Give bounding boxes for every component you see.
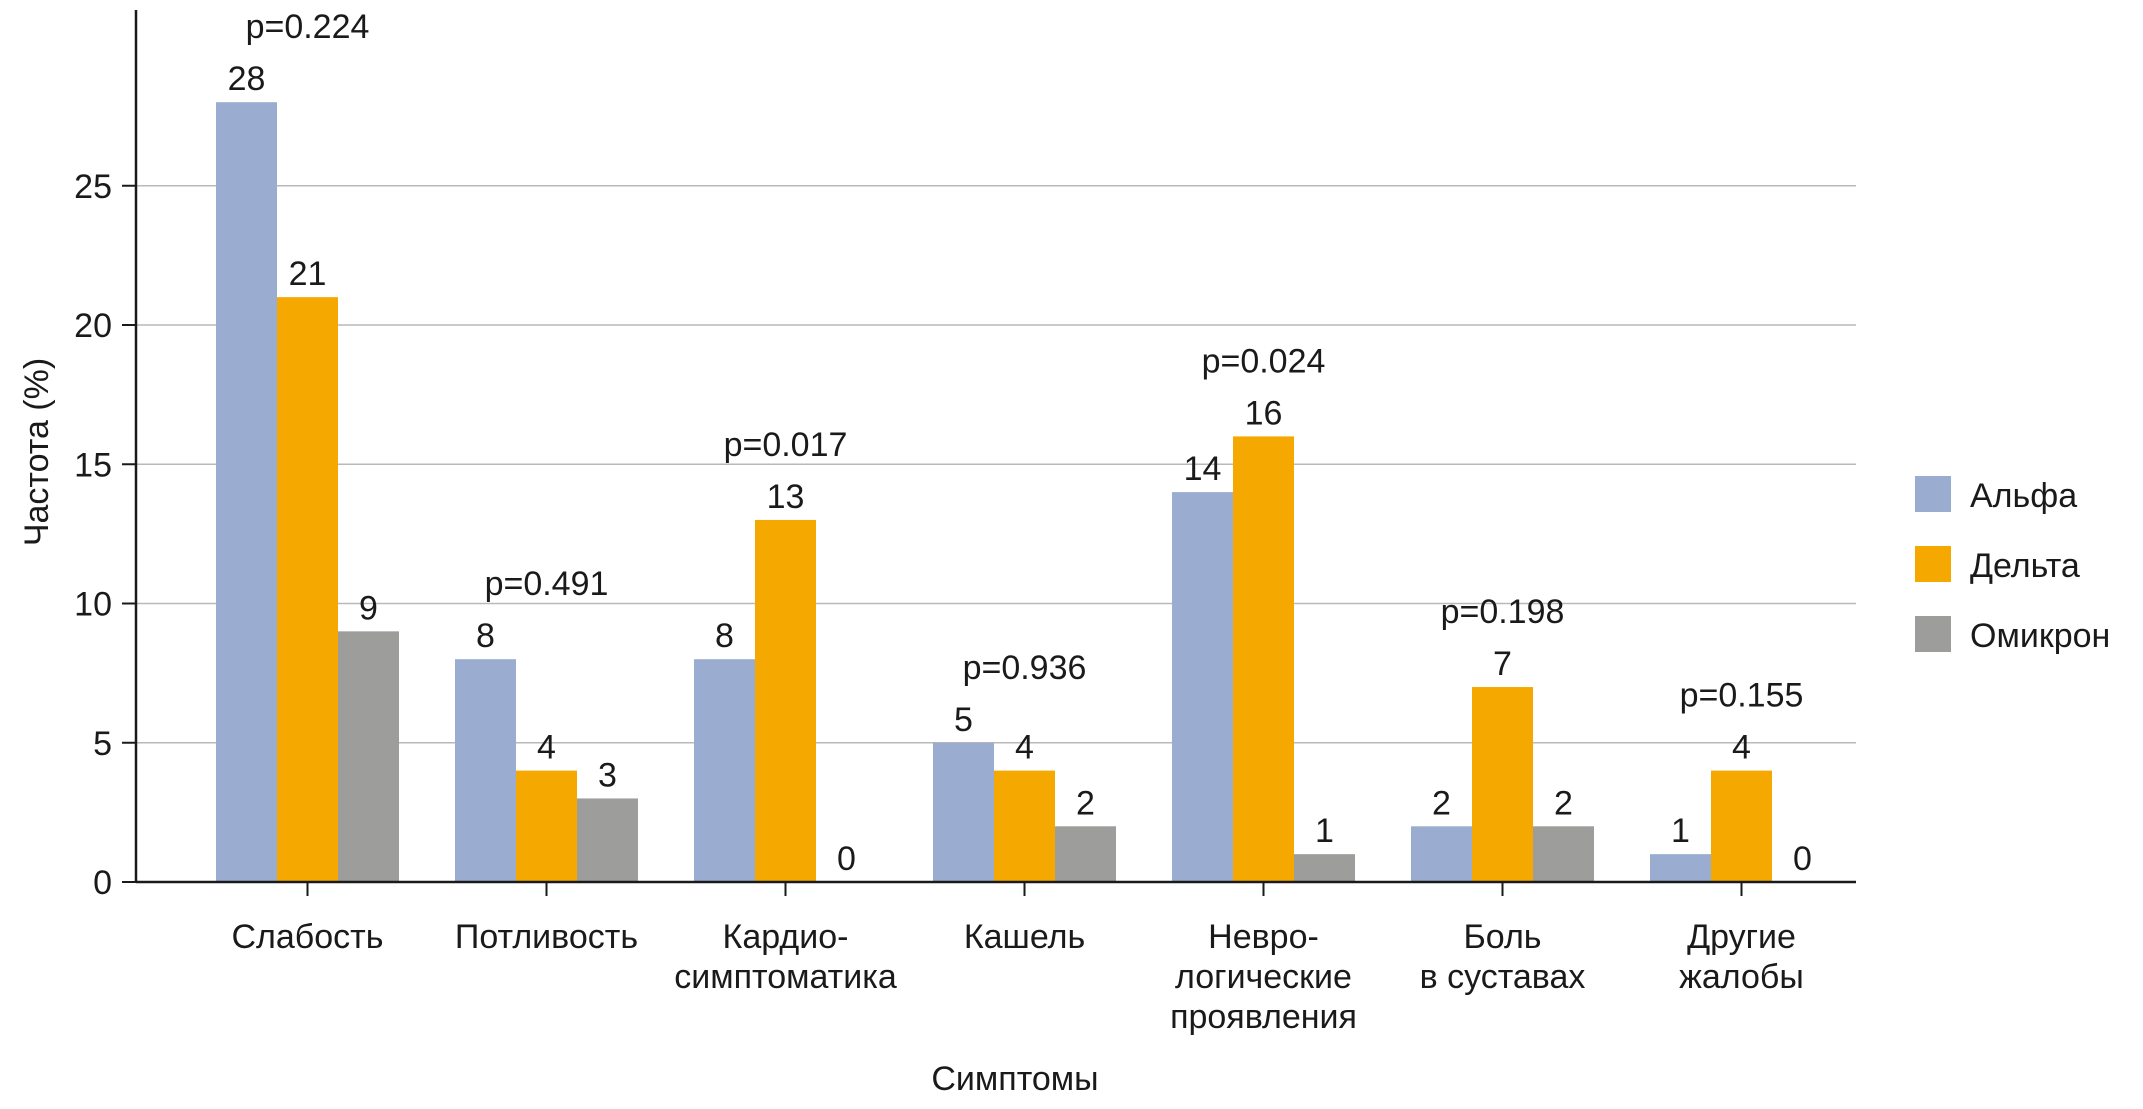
legend-label: Альфа — [1970, 477, 2077, 515]
labels-group: 28219p=0.224Слабость843p=0.491Потливость… — [228, 8, 1812, 1036]
value-label: 16 — [1245, 394, 1283, 432]
y-tick-label: 25 — [74, 168, 112, 206]
bar-Омикрон — [1294, 854, 1355, 882]
category-label: жалобы — [1679, 958, 1804, 996]
value-label: 8 — [715, 617, 734, 655]
p-value-label: p=0.017 — [724, 426, 848, 464]
value-label: 1 — [1315, 812, 1334, 850]
value-label: 8 — [476, 617, 495, 655]
bar-Омикрон — [338, 631, 399, 882]
bar-Омикрон — [1055, 826, 1116, 882]
bar-Дельта — [277, 297, 338, 882]
value-label: 3 — [598, 756, 617, 794]
bar-Омикрон — [1533, 826, 1594, 882]
bar-Альфа — [1650, 854, 1711, 882]
bar-Омикрон — [577, 798, 638, 882]
bar-Альфа — [216, 102, 277, 882]
value-label: 2 — [1554, 784, 1573, 822]
value-label: 2 — [1432, 784, 1451, 822]
p-value-label: p=0.198 — [1441, 593, 1565, 631]
value-label: 14 — [1184, 450, 1222, 488]
legend-label: Дельта — [1970, 547, 2080, 585]
y-tick-label: 10 — [74, 586, 112, 624]
bar-Альфа — [694, 659, 755, 882]
legend-swatch-Альфа — [1915, 476, 1951, 512]
category-label: Кашель — [964, 918, 1085, 956]
legend: Альфа Дельта Омикрон — [1915, 476, 2110, 655]
bars-group — [216, 102, 1772, 882]
bar-Дельта — [994, 770, 1055, 882]
bar-Альфа — [1172, 492, 1233, 882]
legend-label: Омикрон — [1970, 617, 2110, 655]
category-label: Кардио- — [723, 918, 849, 956]
category-label: Невро- — [1208, 918, 1319, 956]
bar-Альфа — [455, 659, 516, 882]
value-label: 0 — [837, 840, 856, 878]
category-label: Слабость — [232, 918, 384, 956]
value-label: 4 — [1015, 729, 1034, 767]
bar-Дельта — [1711, 770, 1772, 882]
bar-Альфа — [933, 742, 994, 882]
value-label: 5 — [954, 701, 973, 739]
category-label: логические — [1175, 958, 1352, 996]
y-axis-title: Частота (%) — [18, 358, 56, 546]
value-label: 21 — [289, 255, 327, 293]
value-label: 28 — [228, 60, 266, 98]
value-label: 9 — [359, 589, 378, 627]
grid-lines — [136, 185, 1856, 744]
p-value-label: p=0.155 — [1680, 677, 1804, 715]
y-tick-label: 0 — [93, 864, 112, 902]
value-label: 4 — [537, 729, 556, 767]
y-tick-label: 20 — [74, 307, 112, 345]
legend-swatch-Дельта — [1915, 546, 1951, 582]
y-tick-label: 15 — [74, 446, 112, 484]
category-label: Потливость — [455, 918, 638, 956]
p-value-label: p=0.491 — [485, 565, 609, 603]
p-value-label: p=0.024 — [1202, 342, 1326, 380]
bar-Дельта — [1472, 687, 1533, 882]
category-label: Боль — [1463, 918, 1541, 956]
value-label: 7 — [1493, 645, 1512, 683]
category-label: проявления — [1170, 998, 1357, 1036]
x-axis-title: Симптомы — [931, 1060, 1098, 1098]
value-label: 13 — [767, 478, 805, 516]
value-label: 2 — [1076, 784, 1095, 822]
bar-Дельта — [1233, 436, 1294, 882]
y-tick-label: 5 — [93, 725, 112, 763]
bar-Альфа — [1411, 826, 1472, 882]
p-value-label: p=0.936 — [963, 649, 1087, 687]
bar-Дельта — [755, 519, 816, 882]
category-label: симптоматика — [674, 958, 897, 996]
category-label: Другие — [1687, 918, 1796, 956]
value-label: 0 — [1793, 840, 1812, 878]
bar-Дельта — [516, 770, 577, 882]
category-label: в суставах — [1420, 958, 1586, 996]
p-value-label: p=0.224 — [246, 8, 370, 46]
legend-swatch-Омикрон — [1915, 616, 1951, 652]
value-label: 1 — [1671, 812, 1690, 850]
value-label: 4 — [1732, 729, 1751, 767]
